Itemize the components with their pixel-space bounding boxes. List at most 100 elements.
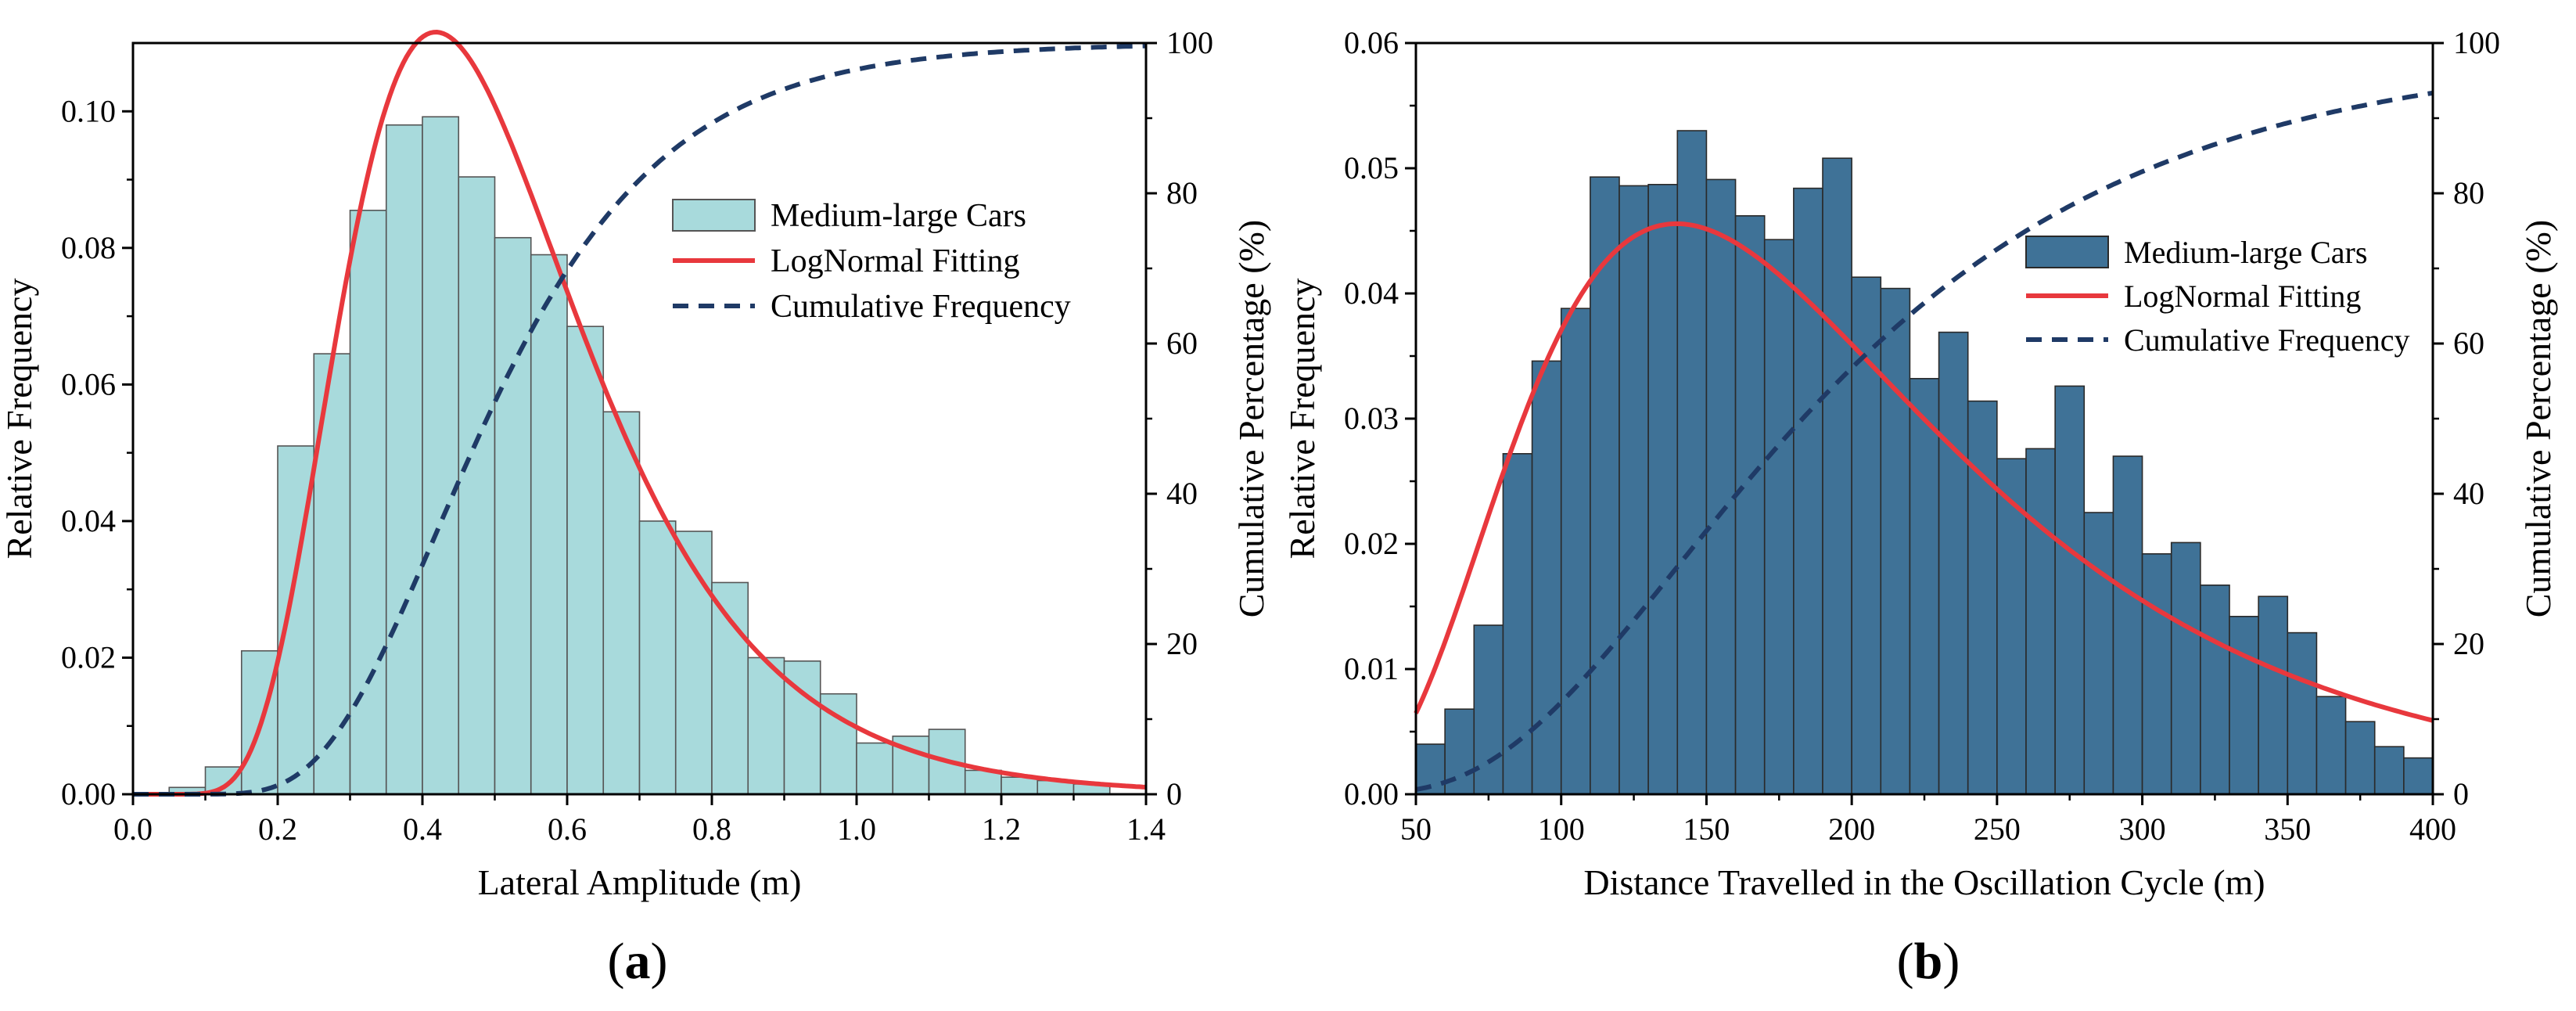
cumulative-frequency-line (1415, 90, 2434, 792)
y2-tick-label: 60 (2453, 326, 2484, 361)
y2-tick-label: 80 (2453, 175, 2484, 210)
legend-bar-swatch (2025, 236, 2109, 268)
x-tick-label: 0.6 (548, 811, 587, 847)
histogram-bar (530, 254, 568, 795)
histogram-bar (349, 210, 387, 795)
histogram-bar (2316, 696, 2347, 795)
y2-tick-label: 0 (2453, 776, 2469, 811)
y-axis-label: Relative Frequency (1282, 279, 1322, 559)
y-tick-label: 0.04 (61, 503, 116, 538)
histogram-bar (1822, 157, 1852, 795)
histogram-bar (1531, 360, 1562, 795)
histogram-bar (1938, 331, 1969, 795)
histogram-bar (1619, 185, 1649, 795)
histogram-bar (964, 769, 1002, 795)
histogram-bar (856, 742, 894, 795)
legend-label: Medium-large Cars (2124, 235, 2367, 270)
histogram-bar (458, 176, 496, 795)
histogram-bar (1560, 308, 1591, 795)
histogram-bar (1793, 187, 1823, 795)
histogram-bar (783, 660, 821, 795)
lognormal-fit-line (133, 29, 1147, 797)
histogram-bar (2373, 746, 2405, 795)
x-tick-label: 0.8 (692, 811, 731, 847)
y-tick-label: 0.06 (1344, 25, 1399, 60)
y-tick-label: 0.00 (61, 776, 116, 811)
y2-tick-label: 80 (1166, 175, 1198, 210)
x-tick-label: 350 (2264, 811, 2311, 847)
histogram-bar (422, 116, 460, 795)
histogram-bar (2229, 615, 2259, 795)
y-tick-label: 0.08 (61, 230, 116, 265)
histogram-bar (566, 326, 605, 795)
y-tick-label: 0.02 (1344, 526, 1399, 561)
histogram-bar (1763, 239, 1795, 795)
panel-b: 50 100 150 200 250 300 350 4000.000.010.020.030… (1282, 25, 2558, 902)
histogram-bar (711, 581, 749, 795)
histogram-bar (2112, 455, 2143, 795)
histogram-bar (1880, 287, 1911, 795)
x-tick-label: 1.2 (982, 811, 1021, 847)
histogram-bar (602, 411, 641, 795)
y2-tick-label: 60 (1166, 326, 1198, 361)
histogram-bar (313, 353, 351, 795)
x-tick-label: 50 (1400, 811, 1432, 847)
x-tick-label: 150 (1683, 811, 1730, 847)
y2-tick-label: 20 (1166, 626, 1198, 661)
x-tick-label: 0.0 (113, 811, 153, 847)
legend-bar-swatch (672, 199, 756, 232)
x-tick-label: 0.2 (258, 811, 297, 847)
y-tick-label: 0.03 (1344, 401, 1399, 436)
x-tick-label: 400 (2409, 811, 2456, 847)
y-tick-label: 0.01 (1344, 651, 1399, 686)
histogram-bar (2141, 552, 2172, 795)
y-tick-label: 0.00 (1344, 776, 1399, 811)
y2-axis-label: Cumulative Percentage (%) (1231, 220, 1271, 617)
y2-tick-label: 0 (1166, 776, 1182, 811)
histogram-bar (1996, 458, 2027, 795)
lognormal-fit-line (1414, 221, 2434, 723)
y-tick-label: 0.10 (61, 93, 116, 128)
caption-b-letter: b (1914, 933, 1943, 990)
histogram-bar (1001, 776, 1039, 795)
y-tick-label: 0.06 (61, 366, 116, 401)
histogram-bar (1705, 178, 1737, 795)
histogram-bar (2170, 541, 2201, 795)
x-axis-label: Distance Travelled in the Oscillation Cy… (1583, 862, 2265, 902)
y2-tick-label: 40 (2453, 476, 2484, 511)
y-axis-label: Relative Frequency (0, 279, 39, 559)
legend-label: Cumulative Frequency (2124, 322, 2409, 358)
caption-a-letter: a (625, 933, 651, 990)
histogram-bar (1734, 214, 1766, 795)
y2-axis-label: Cumulative Percentage (%) (2518, 220, 2558, 617)
x-tick-label: 1.4 (1126, 811, 1166, 847)
x-tick-label: 100 (1538, 811, 1585, 847)
histogram-bar (1967, 400, 1998, 795)
histogram-bar (2054, 385, 2086, 795)
histogram-bar (2200, 584, 2230, 795)
histogram-bar (2258, 595, 2289, 795)
y2-tick-label: 100 (2453, 25, 2500, 60)
histogram-bar (747, 657, 785, 795)
y2-tick-label: 20 (2453, 626, 2484, 661)
panel-a: 0.0 0.2 0.4 0.6 0.8 1.0 1.2 1.4 0.00 0.02 0.04 0.06… (0, 25, 1271, 902)
histogram-bar (1676, 130, 1708, 795)
y-tick-label: 0.05 (1344, 150, 1399, 185)
cumulative-frequency-line (133, 43, 1147, 797)
histogram-bar (638, 520, 677, 795)
y-tick-label: 0.02 (61, 639, 116, 675)
histogram-bar (494, 236, 532, 795)
x-tick-label: 200 (1828, 811, 1875, 847)
histogram-bar (2025, 448, 2056, 795)
caption-a: (a) (608, 933, 668, 990)
histogram-bar (1590, 176, 1620, 795)
x-tick-label: 300 (2119, 811, 2166, 847)
y-tick-label: 0.04 (1344, 275, 1399, 311)
histogram-bar (2287, 631, 2318, 795)
legend-label: Cumulative Frequency (771, 289, 1071, 325)
y2-tick-label: 100 (1166, 25, 1213, 60)
legend-label: Medium-large Cars (771, 198, 1026, 234)
caption-b: (b) (1897, 933, 1960, 990)
legend-label: LogNormal Fitting (771, 243, 1020, 279)
